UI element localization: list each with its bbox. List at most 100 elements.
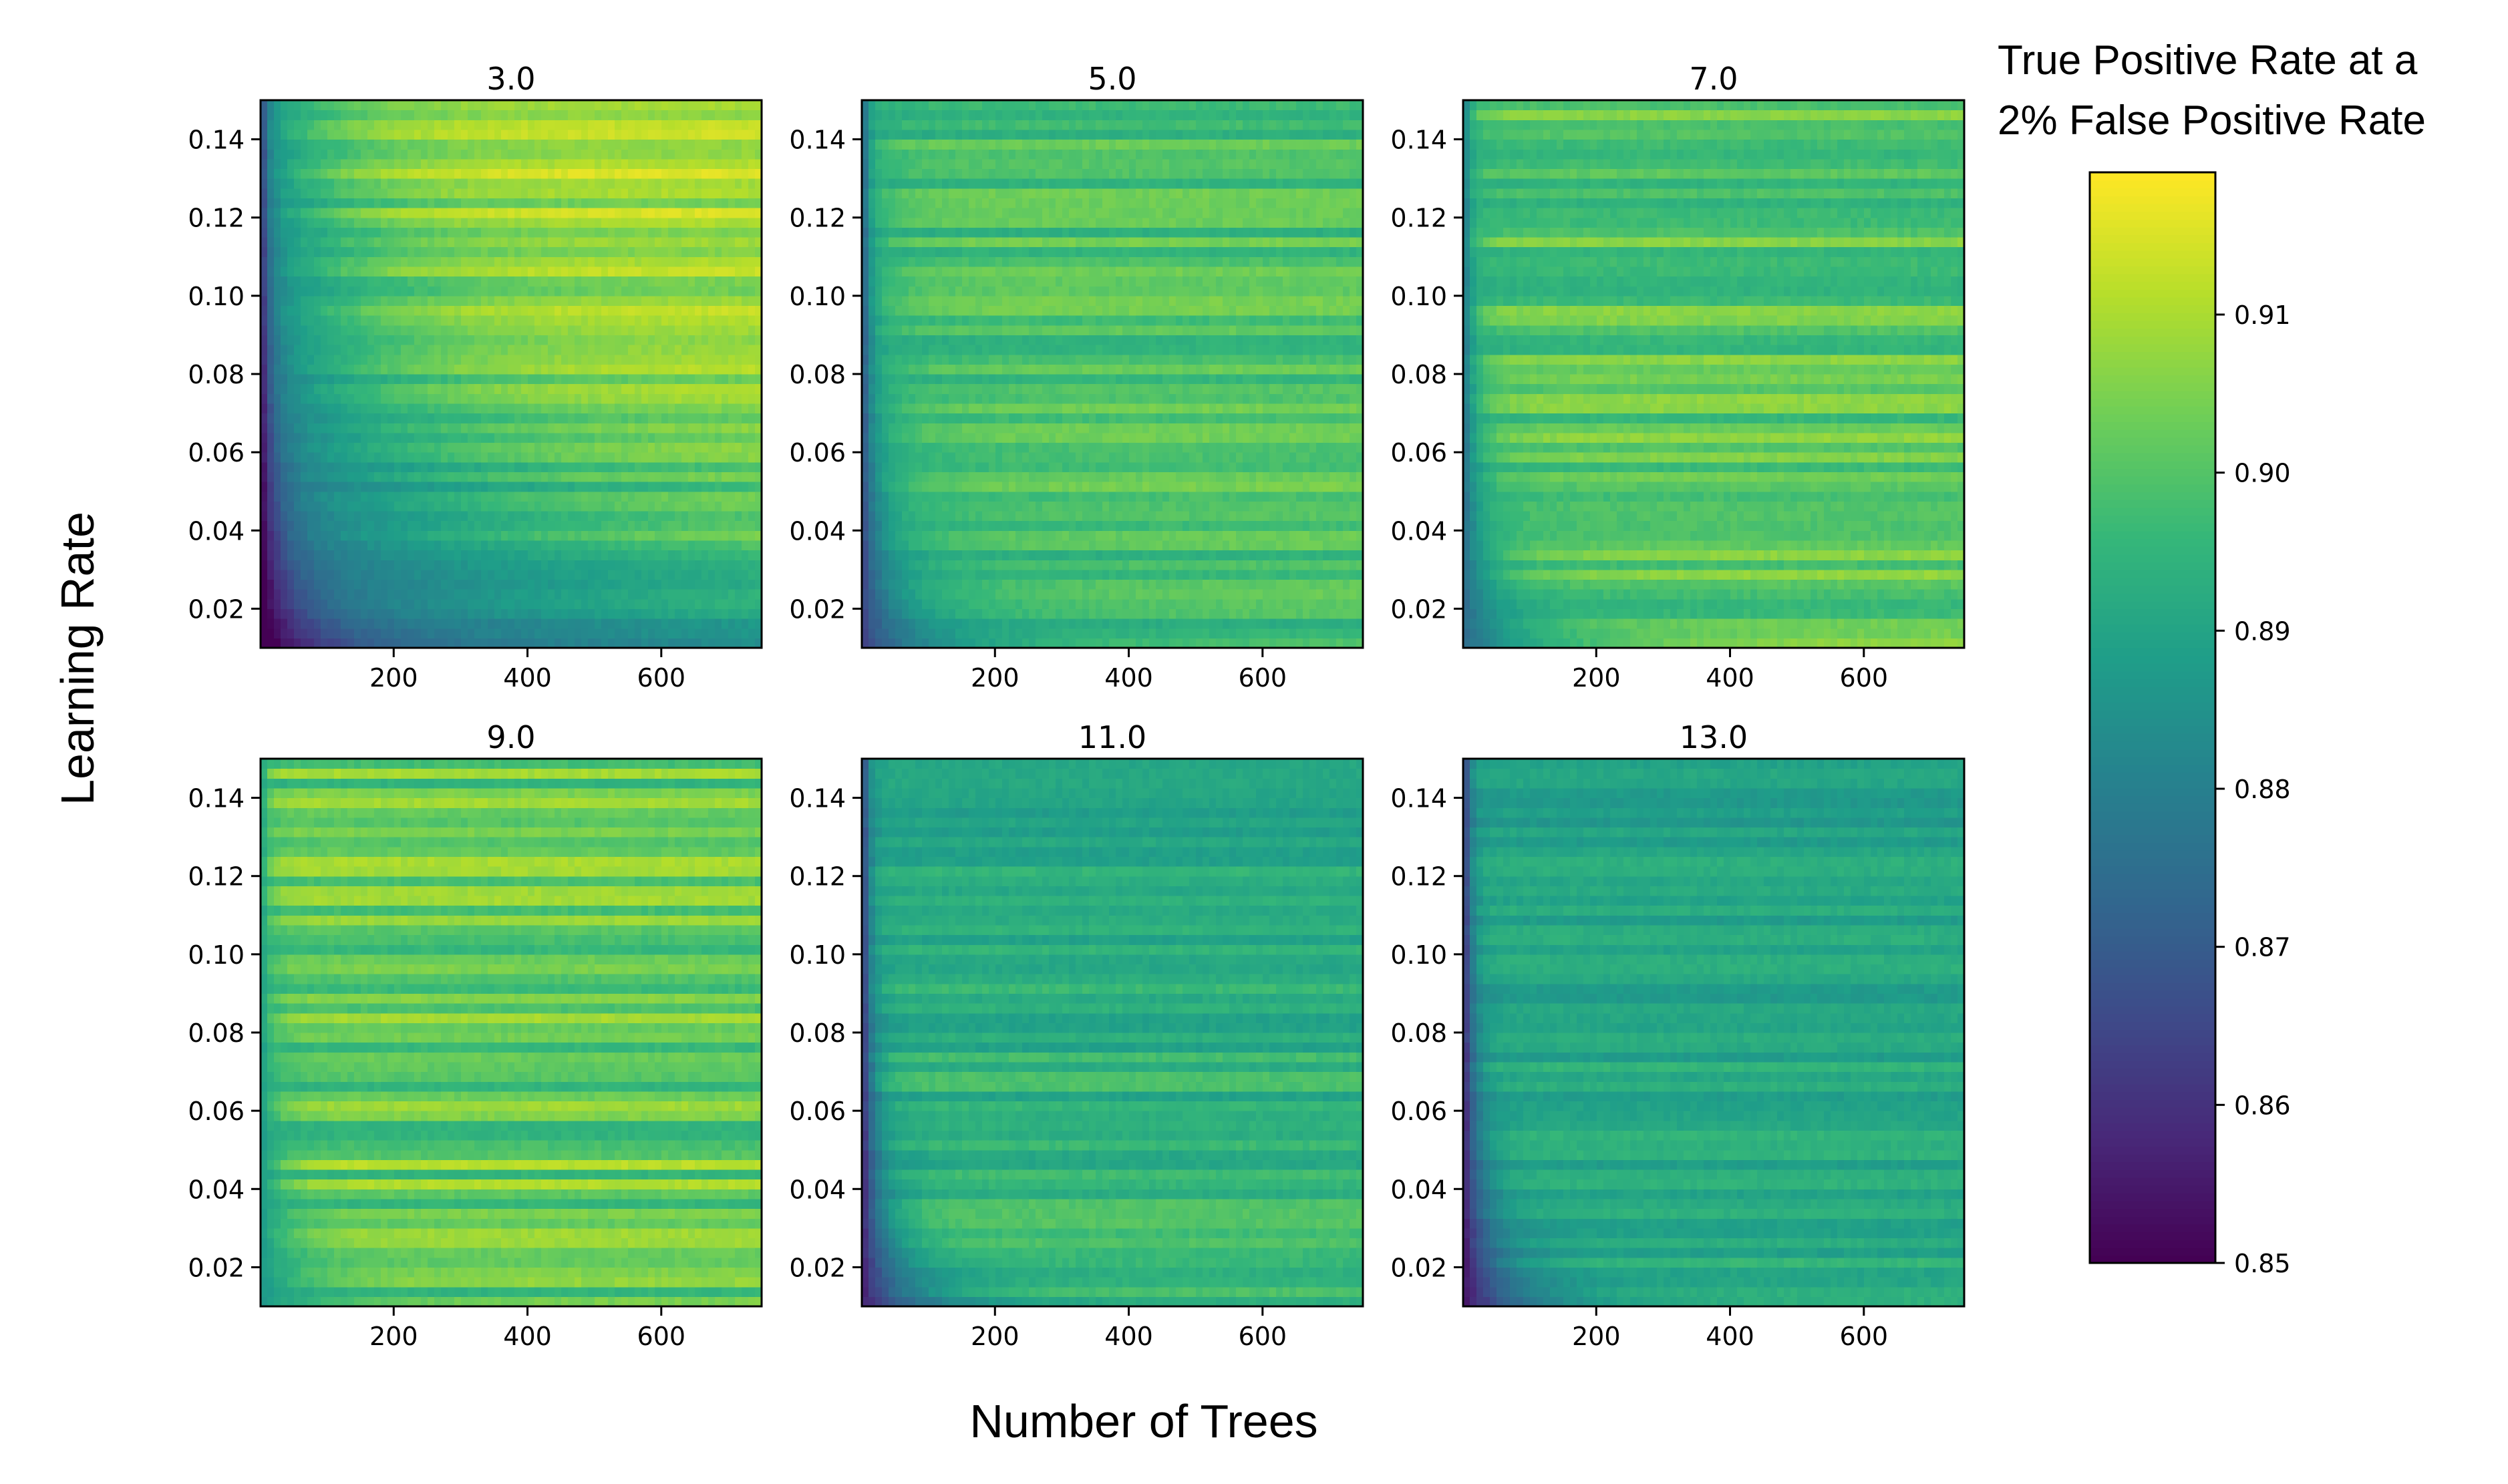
heatmap-cell (521, 530, 528, 540)
heatmap-cell (534, 393, 542, 403)
heatmap-cell (434, 452, 442, 462)
heatmap-cell (1209, 550, 1217, 560)
heatmap-cell (441, 511, 448, 521)
heatmap-cell (448, 540, 455, 550)
heatmap-cell (1196, 589, 1203, 599)
heatmap-cell (514, 550, 522, 560)
heatmap-cell (955, 560, 963, 570)
heatmap-cell (601, 413, 609, 423)
heatmap-cell (314, 413, 321, 423)
heatmap-cell (414, 570, 422, 580)
heatmap-cell (1189, 560, 1197, 570)
heatmap-cell (381, 355, 388, 365)
heatmap-cell (1350, 580, 1357, 590)
heatmap-cell (494, 355, 502, 365)
heatmap-cell (394, 608, 402, 618)
heatmap-cell (655, 276, 662, 287)
heatmap-cell (641, 256, 649, 266)
heatmap-cell (387, 169, 395, 179)
heatmap-cell (661, 345, 669, 355)
heatmap-cell (728, 159, 736, 169)
heatmap-cell (261, 570, 268, 580)
heatmap-cell (615, 433, 622, 443)
heatmap-cell (962, 589, 969, 599)
heatmap-cell (1096, 628, 1103, 638)
heatmap-cell (334, 384, 341, 394)
heatmap-cell (555, 169, 562, 179)
heatmap-cell (408, 296, 415, 306)
heatmap-cell (1236, 638, 1243, 648)
heatmap-cell (461, 286, 468, 296)
heatmap-cell (307, 266, 315, 276)
heatmap-cell (889, 599, 896, 609)
heatmap-cell (628, 296, 635, 306)
heatmap-cell (361, 345, 368, 355)
heatmap-cell (555, 110, 562, 120)
heatmap-cell (601, 393, 609, 403)
heatmap-cell (555, 335, 562, 345)
heatmap-cell (635, 589, 642, 599)
heatmap-cell (327, 315, 335, 325)
heatmap-cell (434, 208, 442, 218)
heatmap-cell (1149, 638, 1156, 648)
heatmap-cell (354, 169, 361, 179)
heatmap-cell (394, 178, 402, 188)
heatmap-cell (695, 550, 702, 560)
heatmap-cell (575, 335, 582, 345)
heatmap-cell (735, 589, 742, 599)
heatmap-cell (287, 325, 295, 335)
heatmap-cell (735, 393, 742, 403)
heatmap-cell (301, 560, 308, 570)
heatmap-cell (1276, 550, 1283, 560)
heatmap-cell (347, 530, 355, 540)
heatmap-cell (294, 296, 301, 306)
panel-5.0: 5.00.020.040.060.080.100.120.14200400600 (789, 61, 1363, 693)
heatmap-cell (534, 247, 542, 257)
heatmap-cell (628, 472, 635, 482)
heatmap-cell (314, 120, 321, 130)
heatmap-cell (668, 550, 675, 560)
heatmap-cell (381, 608, 388, 618)
heatmap-cell (735, 169, 742, 179)
heatmap-cell (742, 550, 749, 560)
heatmap-cell (568, 296, 575, 306)
heatmap-cell (468, 521, 475, 531)
heatmap-cell (748, 374, 756, 384)
heatmap-cell (728, 530, 736, 540)
heatmap-cell (521, 452, 528, 462)
heatmap-cell (274, 256, 281, 266)
heatmap-cell (715, 511, 722, 521)
heatmap-cell (922, 599, 929, 609)
heatmap-cell (1029, 628, 1036, 638)
heatmap-cell (361, 472, 368, 482)
heatmap-cell (668, 599, 675, 609)
heatmap-cell (1269, 580, 1277, 590)
heatmap-cell (561, 423, 569, 433)
heatmap-cell (668, 452, 675, 462)
heatmap-cell (688, 413, 695, 423)
heatmap-cell (448, 325, 455, 335)
heatmap-cell (334, 443, 341, 453)
heatmap-cell (281, 345, 288, 355)
heatmap-cell (1289, 608, 1297, 618)
heatmap-cell (341, 247, 348, 257)
heatmap-cell (354, 433, 361, 443)
heatmap-cell (548, 589, 555, 599)
heatmap-cell (748, 521, 756, 531)
heatmap-cell (287, 306, 295, 316)
heatmap-cell (1009, 638, 1016, 648)
heatmap-cell (354, 227, 361, 237)
heatmap-cell (688, 355, 695, 365)
heatmap-cell (601, 256, 609, 266)
heatmap-cell (387, 227, 395, 237)
heatmap-cell (334, 159, 341, 169)
heatmap-cell (748, 628, 756, 638)
heatmap-cell (508, 599, 515, 609)
heatmap-cell (608, 208, 615, 218)
heatmap-cell (701, 169, 709, 179)
heatmap-cell (681, 433, 689, 443)
heatmap-cell (434, 433, 442, 443)
heatmap-cell (428, 227, 435, 237)
heatmap-cell (1162, 608, 1170, 618)
heatmap-cell (742, 315, 749, 325)
